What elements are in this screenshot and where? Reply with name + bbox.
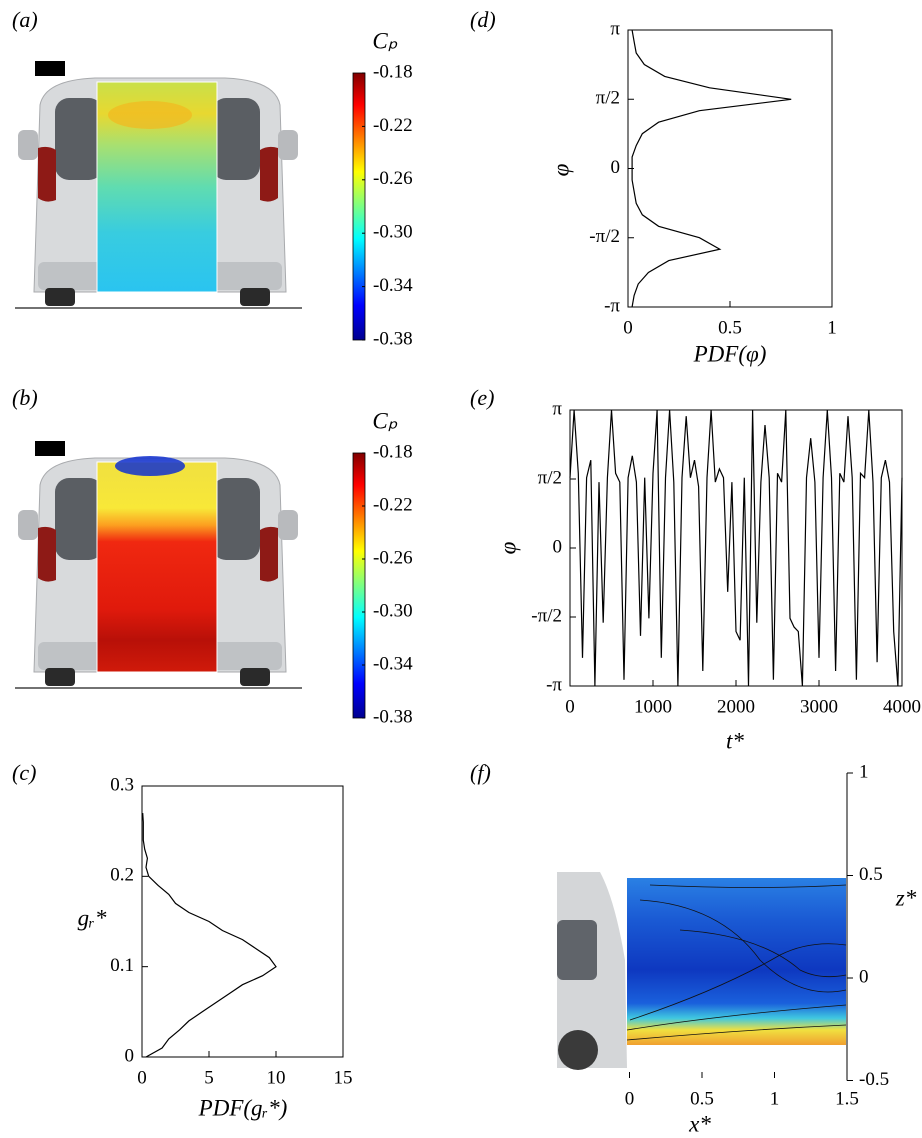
car-wheel (558, 1030, 598, 1070)
x-tick-label: 5 (204, 1067, 214, 1088)
axes-frame (141, 785, 344, 1058)
y-axis-label: z* (895, 885, 917, 910)
y-tick-label: 0.3 (110, 774, 134, 795)
y-tick-label: π (610, 18, 620, 39)
x-tick-label: 0 (565, 696, 575, 717)
y-tick-label: 0.1 (110, 955, 134, 976)
x-tick-label: 1000 (634, 696, 672, 717)
panel-label: (b) (12, 385, 38, 410)
x-tick-label: 0 (625, 1088, 635, 1109)
x-tick-label: 1.5 (835, 1088, 859, 1109)
data-line (142, 813, 277, 1058)
y-tick-label: 0 (125, 1045, 135, 1066)
colorbar-tick-label: -0.34 (373, 653, 413, 674)
colorbar (352, 452, 366, 719)
data-line (631, 29, 792, 308)
x-tick-label: 4000 (883, 696, 921, 717)
colorbar-tick-label: -0.34 (373, 275, 413, 296)
colorbar-label: Cₚ (372, 408, 397, 433)
colorbar-tick-label: -0.26 (373, 168, 413, 189)
colorbar-tick-label: -0.22 (373, 494, 413, 515)
x-tick-label: 2000 (717, 696, 755, 717)
pressure-spot (115, 456, 185, 476)
x-tick-label: 3000 (800, 696, 838, 717)
y-tick-label: 0 (553, 536, 563, 557)
y-tick-label: 0 (611, 157, 621, 178)
colorbar-tick-label: -0.26 (373, 547, 413, 568)
x-axis-label: PDF(φ) (693, 341, 767, 366)
y-tick-label: -π (546, 674, 562, 695)
car-window (557, 920, 597, 980)
pressure-spot (108, 101, 192, 129)
colorbar-tick-label: -0.30 (373, 600, 413, 621)
axes-frame (569, 409, 903, 687)
colorbar-label: Cₚ (372, 28, 397, 53)
panel-label: (c) (12, 760, 36, 785)
streamlines (626, 884, 847, 1041)
axes-frame (627, 29, 833, 308)
panel-label: (d) (470, 7, 496, 32)
y-tick-label: π/2 (596, 88, 620, 109)
x-tick-label: 10 (267, 1067, 286, 1088)
y-tick-label: π/2 (538, 467, 562, 488)
pressure-map (96, 461, 218, 673)
x-tick-label: 0 (623, 317, 633, 338)
x-axis-label: x* (688, 1111, 711, 1136)
y-tick-label: -0.5 (859, 1069, 889, 1090)
x-tick-label: 0.5 (690, 1088, 714, 1109)
y-tick-label: -π (604, 295, 620, 316)
colorbar (352, 72, 366, 341)
panel-label: (a) (12, 7, 38, 32)
y-tick-label: -π/2 (531, 605, 562, 626)
y-tick-label: π (552, 398, 562, 419)
y-tick-label: 0.2 (110, 865, 134, 886)
colorbar-tick-label: -0.38 (373, 706, 413, 727)
x-axis-label: PDF(gᵣ*) (198, 1095, 288, 1120)
panel-label: (f) (470, 760, 491, 785)
x-axis-label: t* (726, 728, 744, 753)
colorbar-tick-label: -0.18 (373, 61, 413, 82)
y-tick-label: 1 (859, 761, 869, 782)
data-line (569, 410, 903, 686)
y-axis-label: gᵣ* (78, 905, 107, 930)
colorbar-tick-label: -0.38 (373, 328, 413, 349)
y-axis-label: φ (548, 163, 573, 176)
y-tick-label: 0 (859, 966, 869, 987)
y-axis-label: φ (495, 541, 520, 554)
x-tick-label: 0 (137, 1067, 147, 1088)
x-tick-label: 1 (770, 1088, 780, 1109)
y-tick-label: 0.5 (859, 864, 883, 885)
panel-label: (e) (470, 385, 494, 410)
velocity-map (627, 878, 846, 1045)
colorbar-tick-label: -0.30 (373, 222, 413, 243)
colorbar-tick-label: -0.22 (373, 115, 413, 136)
x-tick-label: 15 (334, 1067, 353, 1088)
x-tick-label: 0.5 (718, 317, 742, 338)
colorbar-tick-label: -0.18 (373, 441, 413, 462)
x-tick-label: 1 (827, 317, 837, 338)
y-tick-label: -π/2 (589, 226, 620, 247)
